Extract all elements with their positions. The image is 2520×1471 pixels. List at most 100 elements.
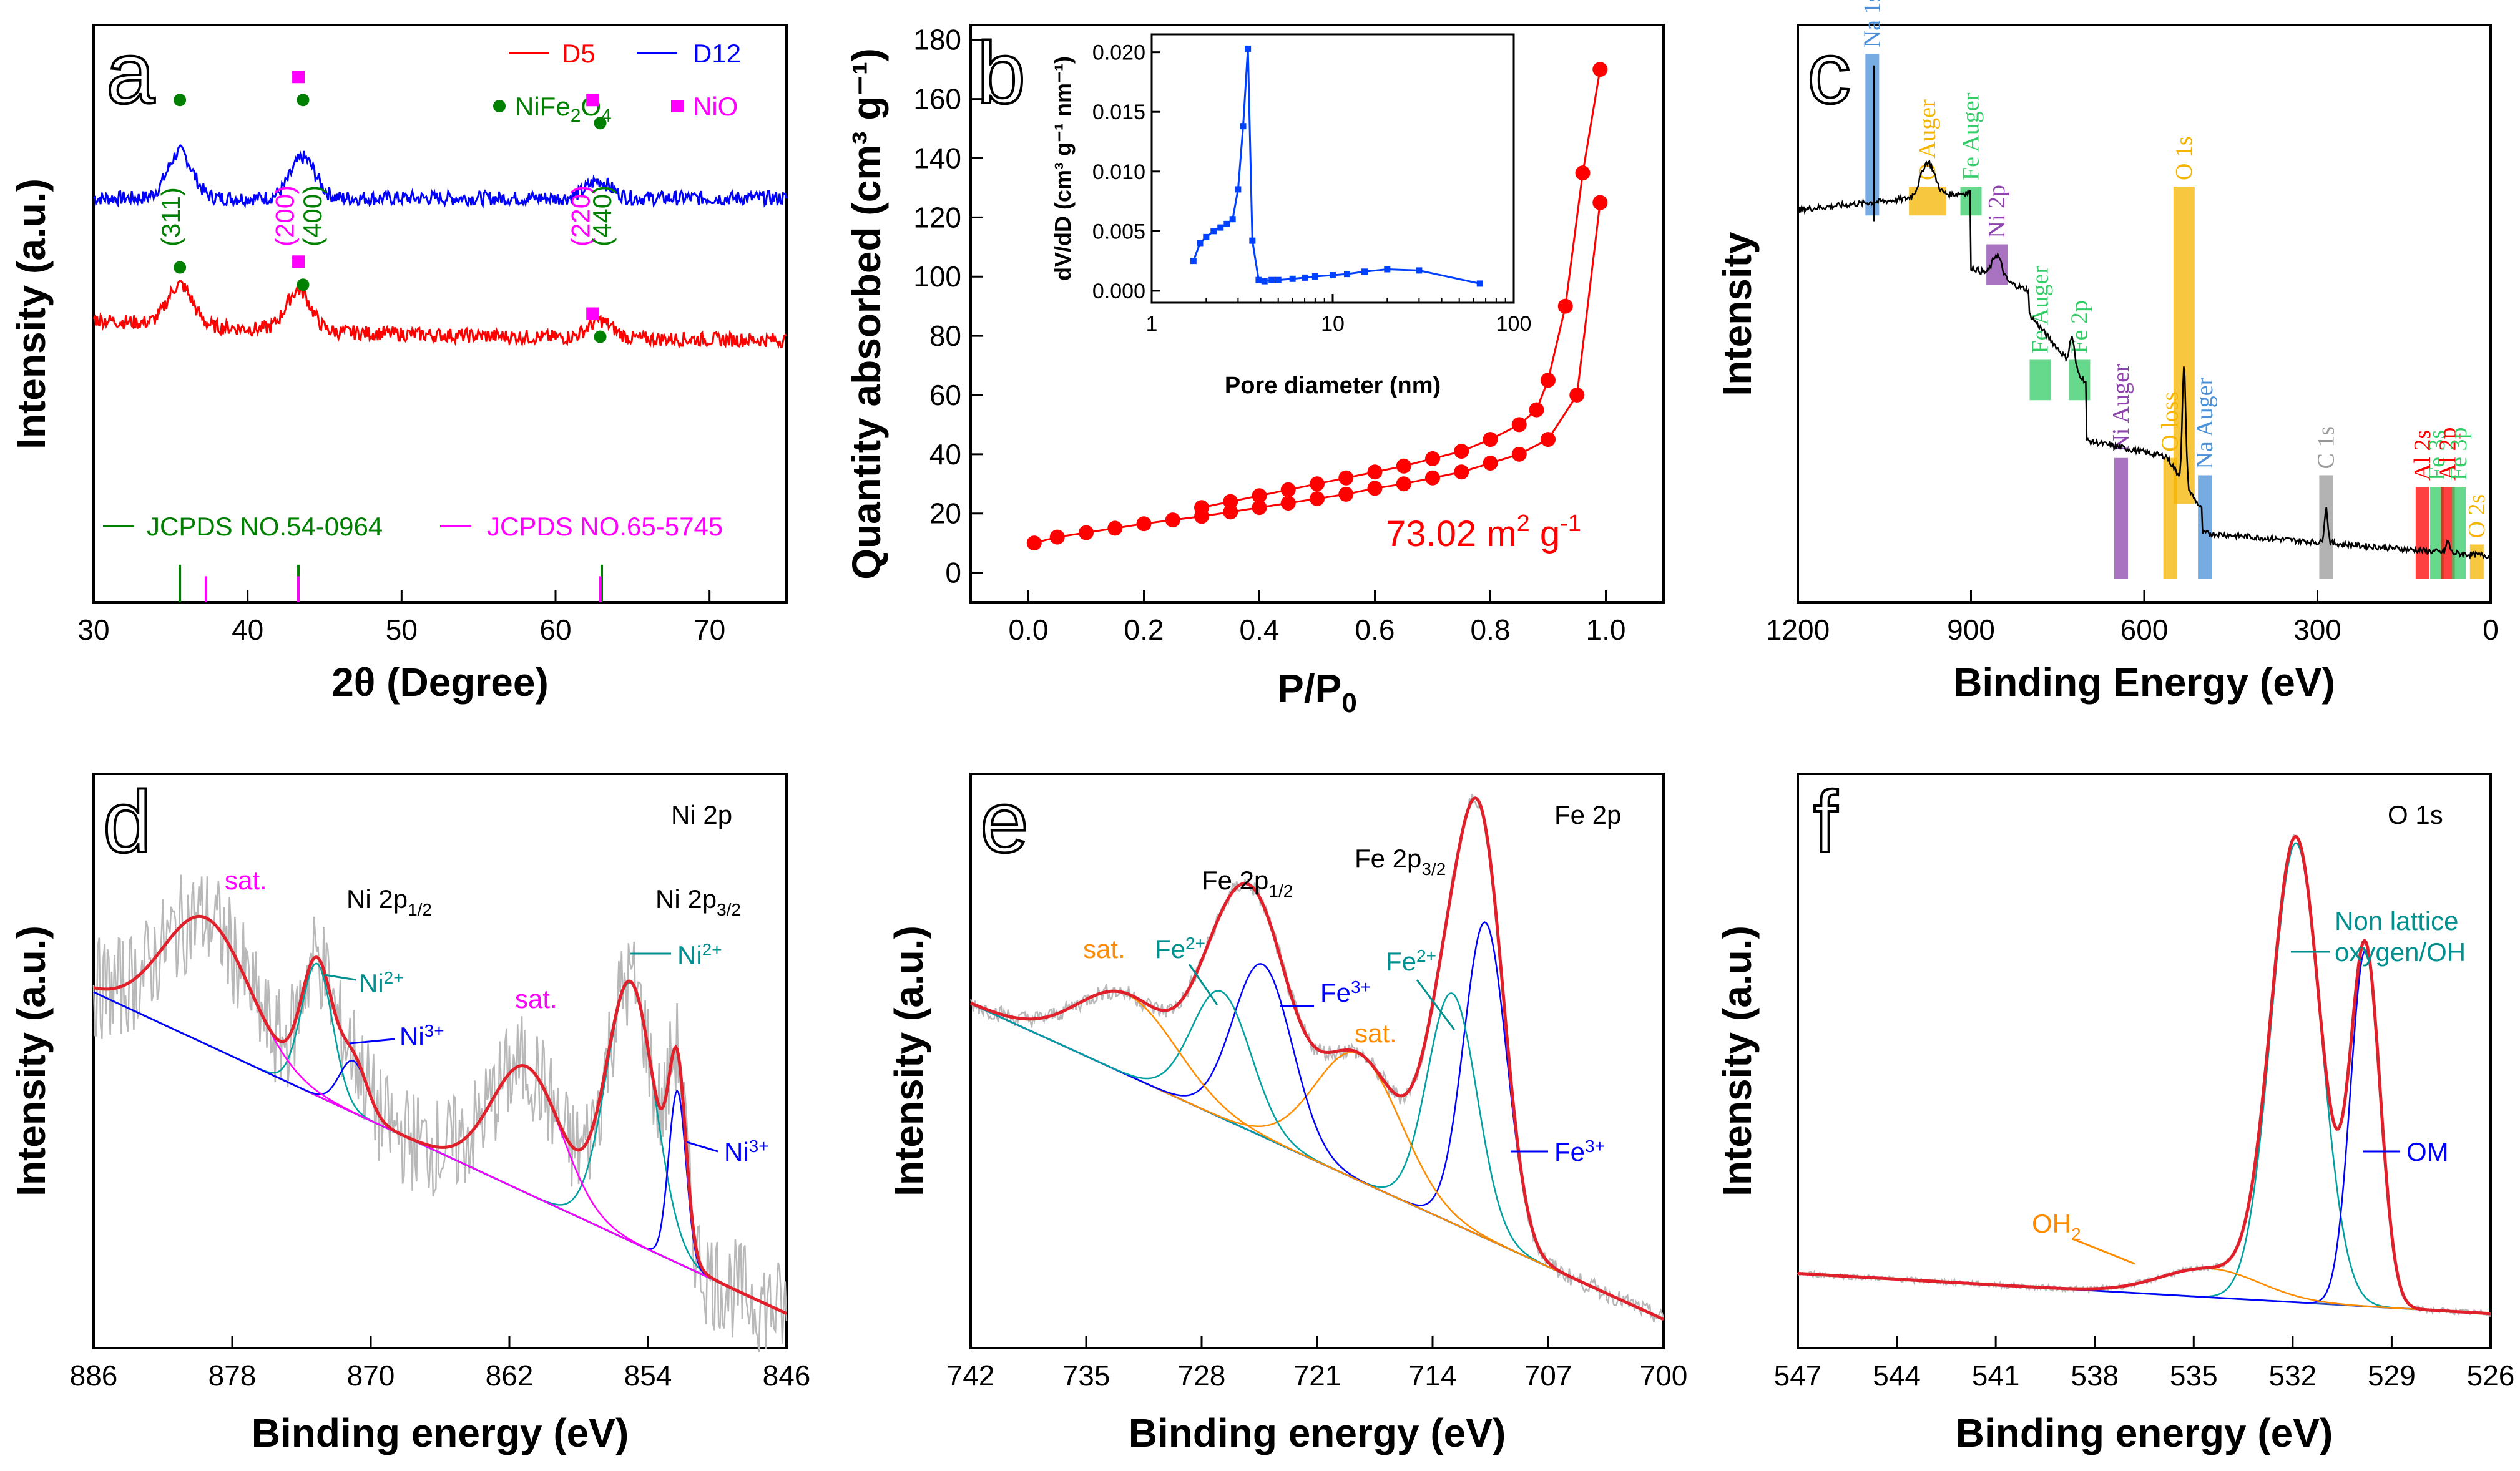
x-tick-label: 714 [1409,1359,1457,1392]
pore-point [1330,272,1336,279]
ref-jcpds-65-5745: JCPDS NO.65-5745 [487,512,723,541]
pore-point [1255,276,1262,283]
panel-f: f O 1s 547 544 541 538 535 532 529 526 Binding … [1715,771,2515,1455]
panel-e-ylabel: Intensity (a.u.) [886,926,931,1196]
peak-bar-label: Al 2p [2435,428,2461,481]
isotherm-point [1425,451,1440,466]
e-sat-2: sat. [1355,1019,1397,1048]
panel-d-frame [92,773,788,1349]
y-tick-label: 60 [929,379,961,411]
isotherm-point [1310,491,1325,506]
x-tick-label: 547 [1774,1359,1822,1392]
isotherm-point [1592,195,1608,210]
panel-e-annotations: sat. sat. Fe 2p1/2 Fe 2p3/2 Fe2+ Fe3+ Fe… [1083,844,1605,1166]
x-tick-label: 0.4 [1240,613,1280,646]
isotherm-point [1338,470,1354,486]
x-tick-label: 0.2 [1124,613,1164,646]
x-tick-label: 529 [2368,1359,2416,1392]
legend-nife2o4: NiFe2O4 [515,92,612,126]
peak-bar-label: Al 2s [2410,430,2436,481]
peak-bar [2319,475,2333,579]
panel-a-reference: JCPDS NO.54-0964 JCPDS NO.65-5745 [103,512,723,602]
isotherm-point [1223,504,1238,520]
panel-e-title: Fe 2p [1554,800,1621,829]
isotherm-point [1367,481,1383,496]
inset-frame [1150,33,1515,304]
panel-d: d Ni 2p 886 878 870 862 854 846 Binding energ… [9,771,810,1455]
y-tick-label: 40 [929,438,961,471]
pore-point [1235,186,1242,193]
pore-point [1361,268,1368,275]
pore-point [1229,216,1236,223]
peak-bar-label: Fe 3s [2424,430,2450,481]
isotherm-point [1454,464,1469,480]
peak-bar-label: Na Auger [2192,377,2218,469]
panel-a-peak-labels: (311) (200)(400) (220)(440) [156,185,617,247]
peak-bar-label: Na 1s [1859,0,1885,47]
inset-y-tick-label: 0.015 [1092,100,1145,124]
panel-c-ticks: 1200 900 600 300 0 [1766,590,2499,646]
isotherm-point [1511,417,1527,433]
panel-c-frame [1797,24,2492,604]
panel-f-title: O 1s [2388,800,2443,829]
peak-bar-label: Fe 3p [2446,428,2472,481]
nio-marker [292,71,305,84]
panel-f-frame [1797,773,2492,1349]
panel-a-letter: a [106,24,155,122]
e-fe2-a: Fe2+ [1155,934,1205,964]
panel-c-xlabel: Binding Energy (eV) [1953,660,2335,705]
component-fe3-2p3-2 [970,921,1664,1321]
fit-envelope [93,914,788,1316]
x-tick-label: 900 [1947,613,1995,646]
panel-a-markers [174,71,607,343]
x-tick-label: 728 [1178,1359,1226,1392]
peak-bar-label: O 1s [2171,136,2197,180]
panel-b-xlabel: P/P0 [1277,666,1357,718]
panel-d-fit [92,874,788,1352]
inset-x-tick-label: 10 [1321,312,1345,336]
isotherm-point [1367,464,1383,480]
panel-e-letter: e [980,773,1029,871]
pore-point [1289,275,1296,282]
x-tick-label: 526 [2467,1359,2515,1392]
panel-e-fit [969,793,1665,1322]
nife2o4-marker [174,94,187,107]
series-d12 [93,144,788,209]
d-sat-2: sat. [515,984,557,1014]
panel-d-ticks: 886 878 870 862 854 846 [70,1336,810,1392]
peak-bar [2469,544,2484,579]
peak-bar-label: Ni 2p [1984,185,2010,238]
x-tick-label: 532 [2268,1359,2317,1392]
isotherm-point [1194,500,1209,516]
isotherm-point [1541,373,1556,388]
pore-point [1275,276,1282,283]
x-tick-label: 544 [1873,1359,1921,1392]
isotherm-point [1454,444,1469,459]
panel-a-x-ticks: 30 40 50 60 70 [77,590,725,646]
x-tick-label: 600 [2120,613,2169,646]
nio-marker [586,307,599,320]
x-tick-label: 538 [2071,1359,2119,1392]
panel-b-ylabel: Quantity absorbed (cm³ g⁻¹) [844,48,889,580]
panel-a-series [92,144,788,349]
peak-bar [2415,487,2429,579]
panel-c-letter: c [1807,24,1851,122]
panel-b-frame [969,24,1665,604]
pore-point [1311,273,1318,280]
d-ni2p12: Ni 2p1/2 [346,884,432,919]
isotherm-point [1529,402,1544,418]
peak-bar-label: Fe 2p [2066,300,2092,354]
e-fe3-b: Fe3+ [1554,1136,1605,1166]
peak-label: (440) [587,185,617,247]
peak-bar [2173,187,2195,504]
survey-line [1797,159,2492,560]
isotherm-point [1136,516,1152,532]
x-tick-label: 870 [347,1359,395,1392]
f-nonlattice-1: Non lattice [2335,906,2458,936]
isotherm-point [1425,470,1440,486]
peak-bar-label: Fe Auger [1958,92,1984,180]
y-tick-label: 180 [913,24,961,56]
pore-point [1343,271,1350,278]
panel-d-title: Ni 2p [671,800,732,829]
